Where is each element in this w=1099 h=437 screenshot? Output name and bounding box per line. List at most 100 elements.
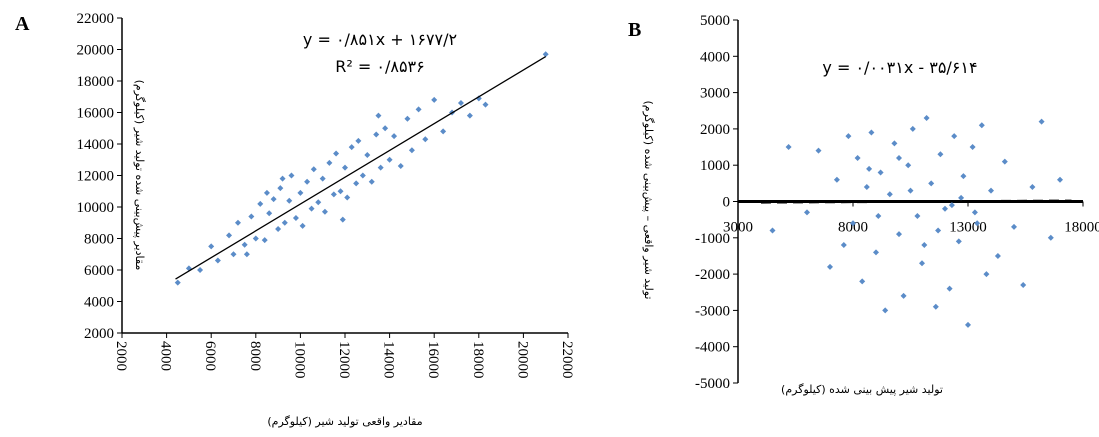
point xyxy=(422,136,429,143)
point xyxy=(994,252,1001,259)
y-tick-label: 5000 xyxy=(700,13,730,29)
point xyxy=(304,178,311,185)
point xyxy=(863,183,870,190)
point xyxy=(882,307,889,314)
point xyxy=(288,172,295,179)
point xyxy=(873,249,879,256)
x-tick-label: 22000 xyxy=(559,341,575,379)
x-tick-label: 3000 xyxy=(723,220,753,236)
y-tick-label: 12000 xyxy=(77,169,115,185)
point xyxy=(286,197,293,204)
point xyxy=(431,96,438,103)
x-tick-label: 13000 xyxy=(949,220,987,236)
point xyxy=(914,213,921,220)
point xyxy=(1057,176,1063,183)
point xyxy=(230,251,237,258)
y-tick-label: -2000 xyxy=(695,267,730,283)
point xyxy=(475,95,482,102)
point xyxy=(355,137,362,144)
point xyxy=(310,166,317,173)
point xyxy=(833,176,840,183)
point xyxy=(337,188,344,195)
point xyxy=(248,213,255,220)
point xyxy=(951,133,958,140)
point xyxy=(960,173,967,180)
point xyxy=(243,251,250,258)
point xyxy=(359,172,366,179)
point xyxy=(252,235,259,242)
y-tick-label: 22000 xyxy=(77,11,115,27)
point xyxy=(353,180,360,187)
point xyxy=(333,150,340,157)
x-tick-label: 4000 xyxy=(158,341,174,371)
x-tick-label: 12000 xyxy=(336,341,352,379)
point xyxy=(368,178,375,185)
point xyxy=(241,241,248,248)
point xyxy=(1011,223,1017,230)
point xyxy=(382,125,389,132)
y-tick-label: 0 xyxy=(723,195,731,211)
point xyxy=(373,131,380,138)
x-tick-label: 20000 xyxy=(514,341,530,379)
point xyxy=(919,260,925,267)
point xyxy=(226,232,233,239)
point xyxy=(978,122,985,129)
point xyxy=(1029,183,1036,190)
y-tick-label: -5000 xyxy=(695,376,730,392)
y-tick-label: -4000 xyxy=(695,340,730,356)
point xyxy=(308,205,315,212)
point xyxy=(408,147,415,154)
point xyxy=(270,196,277,203)
point xyxy=(466,112,473,119)
trendline xyxy=(760,199,1072,204)
point xyxy=(348,144,355,151)
point xyxy=(299,222,306,229)
point xyxy=(827,263,833,270)
point xyxy=(391,133,398,140)
point xyxy=(197,267,204,273)
point xyxy=(292,215,299,222)
point xyxy=(932,303,939,310)
point xyxy=(315,199,322,206)
point xyxy=(404,115,411,122)
point xyxy=(935,227,942,234)
y-tick-label: 4000 xyxy=(700,49,730,65)
point xyxy=(850,220,856,227)
point xyxy=(875,213,882,220)
point xyxy=(281,219,288,226)
y-tick-label: 16000 xyxy=(77,106,115,122)
point xyxy=(928,180,935,187)
point xyxy=(854,154,861,161)
point xyxy=(948,202,955,209)
point xyxy=(909,125,916,132)
point xyxy=(946,285,953,292)
point xyxy=(1020,281,1027,288)
point xyxy=(958,194,965,201)
x-tick-label: 6000 xyxy=(202,341,218,371)
x-tick-label: 18000 xyxy=(470,341,486,379)
x-tick-label: 14000 xyxy=(381,341,397,379)
y-tick-label: 3000 xyxy=(700,86,730,102)
point xyxy=(342,164,348,171)
point xyxy=(326,159,333,166)
point xyxy=(969,144,976,151)
point xyxy=(877,169,884,176)
y-tick-label: 2000 xyxy=(84,326,114,342)
point xyxy=(257,200,264,207)
point xyxy=(277,185,284,192)
y-axis-label: تولید شیر واقعی – پیش‌بینی شده (کیلوگرم) xyxy=(642,101,655,300)
r-squared: R² = ۰/۸۵۳۶ xyxy=(335,57,424,76)
point xyxy=(983,271,990,278)
x-tick-label: 18000 xyxy=(1064,220,1099,236)
point xyxy=(937,151,944,158)
point xyxy=(891,140,898,147)
y-tick-label: 8000 xyxy=(84,232,114,248)
point xyxy=(279,175,286,182)
point xyxy=(845,133,852,140)
point xyxy=(457,100,464,107)
point xyxy=(377,164,384,171)
y-tick-label: 18000 xyxy=(77,74,115,90)
point xyxy=(955,238,962,245)
y-tick-label: 4000 xyxy=(84,295,114,311)
